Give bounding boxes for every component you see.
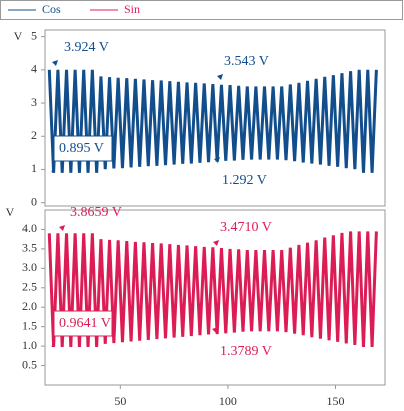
- annotation-arrow: [52, 60, 58, 66]
- y-tick-label: 5: [31, 28, 37, 42]
- y-tick-label: 0.5: [22, 357, 37, 371]
- y-tick-label: 0: [31, 194, 37, 208]
- legend-box: [0, 0, 403, 20]
- y-tick-label: 1.0: [22, 338, 37, 352]
- legend-label: Sin: [124, 2, 140, 16]
- annotation-box: [53, 310, 113, 337]
- annotation: 3.543 V: [224, 54, 269, 69]
- y-tick-label: 2: [31, 128, 37, 142]
- y-axis-label: V: [6, 205, 15, 219]
- y-tick-label: 1: [31, 161, 37, 175]
- annotation: 3.4710 V: [220, 220, 272, 235]
- y-tick-label: 4: [31, 62, 37, 76]
- annotation: 1.292 V: [222, 173, 267, 188]
- annotation: 0.895 V: [59, 141, 104, 156]
- annotation: 3.924 V: [64, 40, 109, 55]
- annotation-arrow: [217, 74, 223, 80]
- y-tick-label: 3.0: [22, 260, 37, 274]
- annotation-box: [53, 135, 113, 162]
- y-axis-label: V: [14, 29, 23, 43]
- annotation: 1.3789 V: [220, 344, 272, 359]
- y-tick-label: 2.0: [22, 299, 37, 313]
- legend-label: Cos: [42, 2, 61, 16]
- y-tick-label: 4.0: [22, 221, 37, 235]
- series-line: [47, 231, 378, 347]
- y-tick-label: 3.5: [22, 241, 37, 255]
- annotation-arrow: [214, 157, 220, 163]
- x-tick-label: 100: [219, 394, 237, 408]
- x-tick-label: 150: [327, 394, 345, 408]
- x-tick-label: 50: [114, 394, 126, 408]
- annotation-arrow: [213, 240, 219, 246]
- y-tick-label: 1.5: [22, 318, 37, 332]
- y-tick-label: 3: [31, 95, 37, 109]
- annotation: 0.9641 V: [59, 316, 111, 331]
- y-tick-label: 2.5: [22, 280, 37, 294]
- annotation-arrow: [59, 225, 65, 231]
- annotation: 3.8659 V: [70, 205, 122, 220]
- annotation-arrow: [212, 327, 218, 333]
